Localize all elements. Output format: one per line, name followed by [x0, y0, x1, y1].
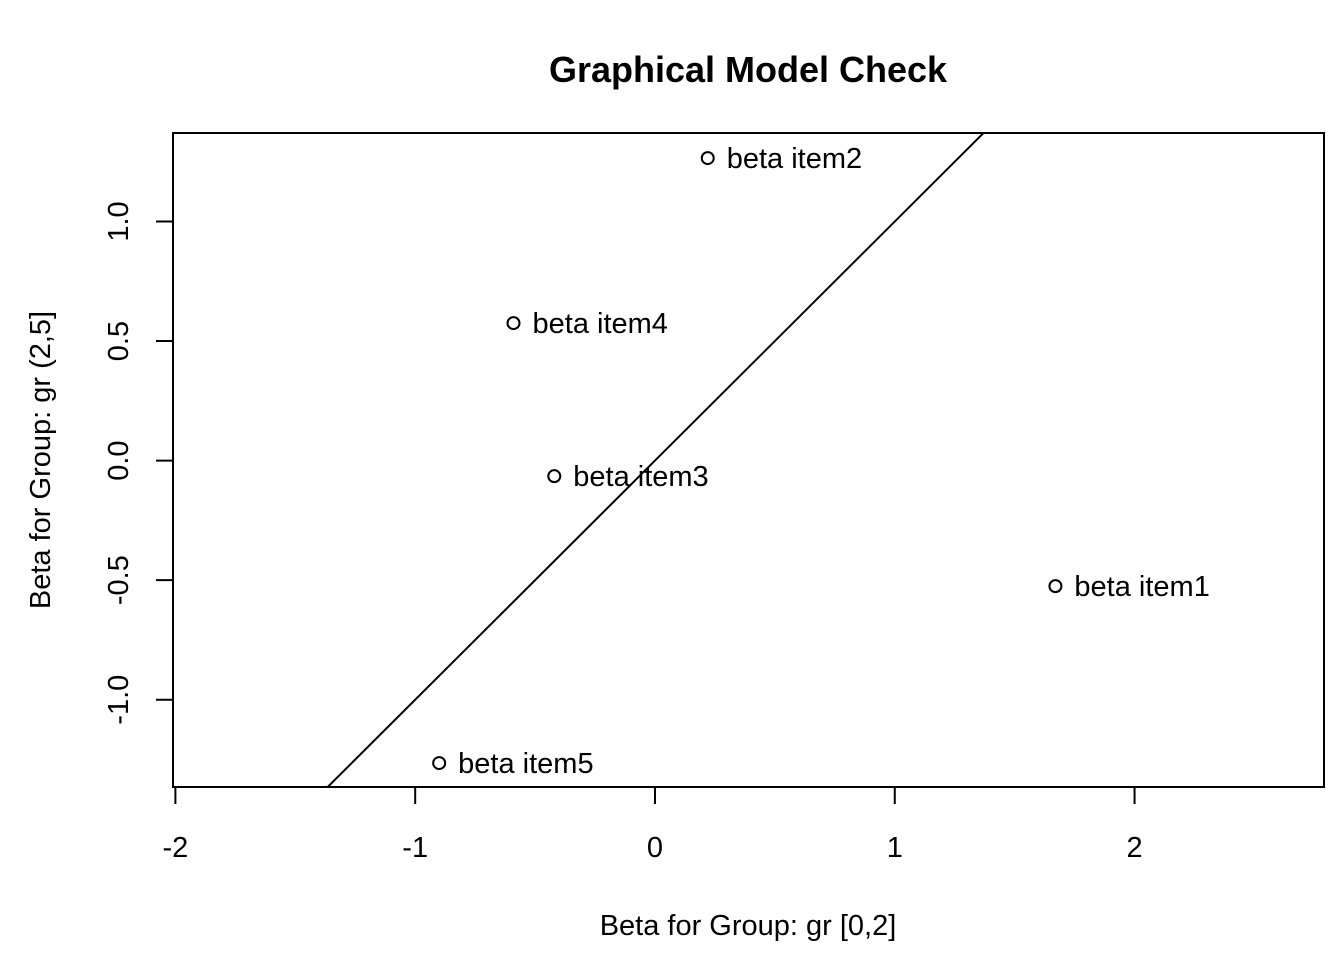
y-tick-label: -0.5 [103, 555, 135, 605]
point-label: beta item2 [727, 143, 862, 175]
data-point [547, 469, 562, 484]
x-axis-label: Beta for Group: gr [0,2] [600, 910, 897, 942]
x-axis: -2 -1 0 1 2 [162, 786, 1143, 864]
y-axis: -1.0 -0.5 0.0 0.5 1.0 [103, 201, 174, 725]
y-tick-label: 0.5 [103, 321, 135, 361]
data-point [1048, 579, 1063, 594]
point-label: beta item5 [458, 748, 593, 780]
data-point [700, 151, 715, 166]
y-tick-label: 0.0 [103, 440, 135, 480]
x-tick-label: 1 [887, 832, 903, 864]
y-tick-label: 1.0 [103, 201, 135, 241]
plot-area: beta item1 beta item2 beta item3 beta item4… [326, 133, 1210, 787]
point-label: beta item1 [1074, 571, 1209, 603]
x-tick-label: 2 [1126, 832, 1142, 864]
x-tick-label: -2 [162, 832, 188, 864]
data-point [432, 756, 447, 771]
point-label: beta item4 [533, 308, 668, 340]
y-axis-label: Beta for Group: gr (2,5] [25, 311, 57, 609]
data-point [506, 316, 521, 331]
x-tick-label: -1 [402, 832, 428, 864]
chart-title: Graphical Model Check [549, 49, 948, 90]
x-tick-label: 0 [647, 832, 663, 864]
point-label: beta item3 [573, 461, 708, 493]
y-tick-label: -1.0 [103, 675, 135, 725]
reference-line [326, 133, 985, 787]
